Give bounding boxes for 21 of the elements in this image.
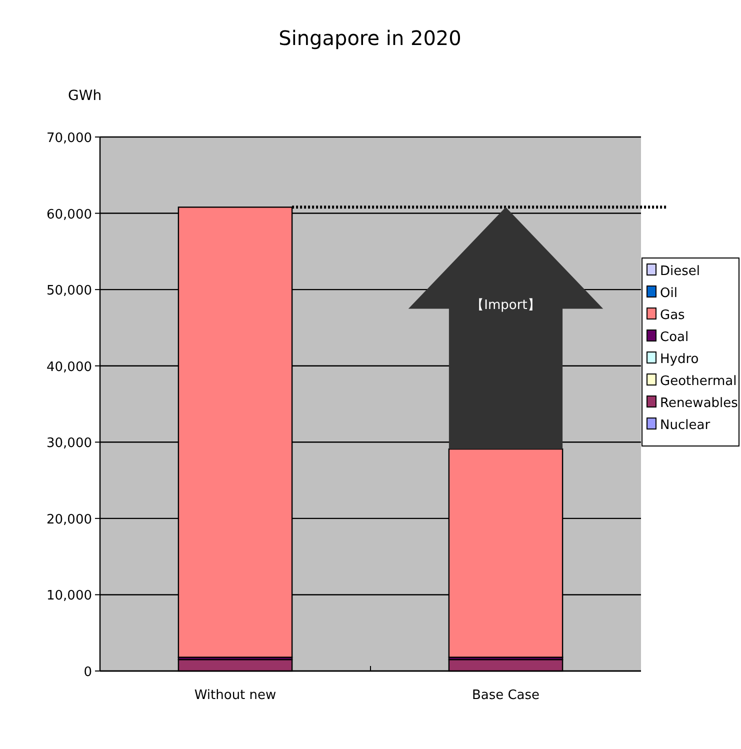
legend-label: Oil (660, 286, 678, 301)
y-tick-label: 30,000 (46, 436, 92, 452)
legend-label: Diesel (660, 264, 700, 279)
annotation: 【Import】 (471, 298, 540, 313)
y-tick-label: 10,000 (46, 588, 92, 604)
legend-label: Renewables (660, 396, 738, 411)
legend-label: Nuclear (660, 418, 711, 433)
y-tick-label: 70,000 (46, 131, 92, 146)
legend-label: Gas (660, 308, 686, 323)
y-axis-title: GWh (68, 88, 102, 104)
legend-label: Geothermal (660, 374, 737, 389)
y-tick-label: 20,000 (46, 512, 92, 528)
x-tick-label: Without new (194, 688, 277, 703)
x-tick-label: Base Case (472, 688, 540, 703)
legend-label: Coal (660, 330, 689, 345)
y-tick-label: 0 (84, 665, 92, 680)
legend-label: Hydro (660, 352, 699, 367)
y-tick-label: 50,000 (46, 284, 92, 299)
y-tick-label: 40,000 (46, 360, 92, 375)
chart-title: Singapore in 2020 (278, 26, 462, 50)
y-tick-label: 60,000 (46, 207, 92, 222)
